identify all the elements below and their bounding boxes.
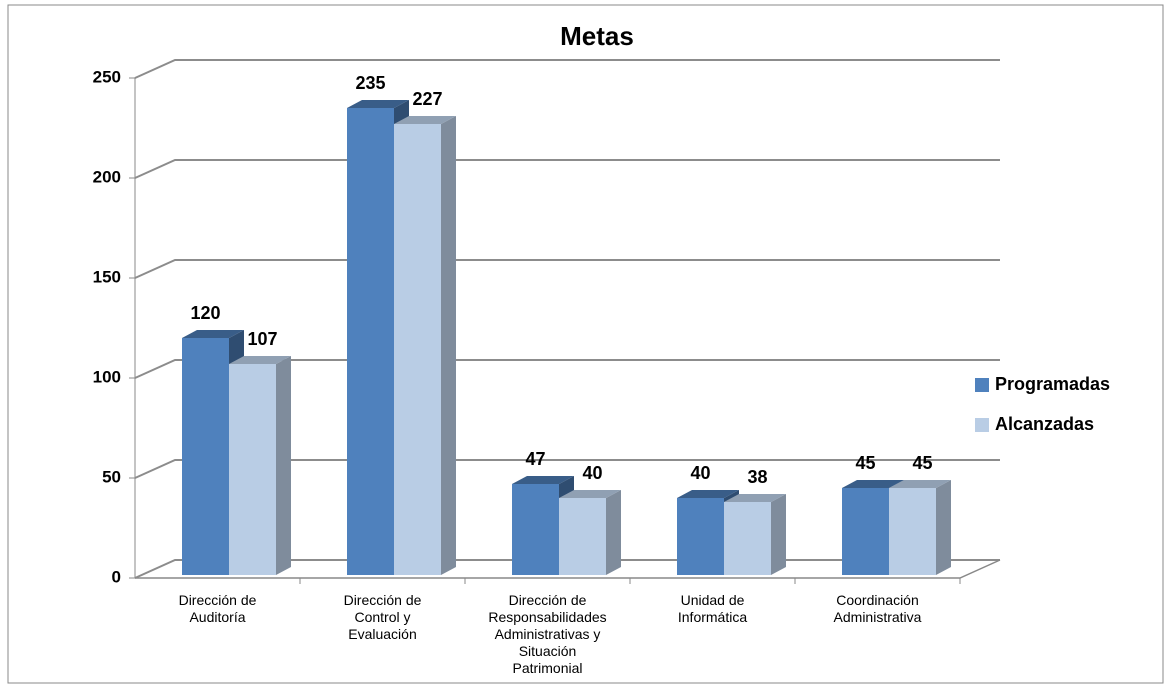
bar-face [512, 484, 559, 575]
x-tick-label-box: Coordinación Administrativa [833, 592, 922, 625]
legend-swatch [975, 418, 989, 432]
bar [229, 356, 291, 575]
bar-face [347, 100, 409, 108]
bar [394, 116, 456, 575]
bar-face [889, 480, 951, 488]
y-tick-label: 0 [112, 567, 121, 586]
data-label: 40 [690, 463, 710, 483]
data-label: 107 [247, 329, 277, 349]
bar-face [559, 498, 606, 575]
y-tick-label: 100 [93, 367, 121, 386]
bar [559, 490, 621, 575]
data-label: 120 [190, 303, 220, 323]
bar-face [677, 498, 724, 575]
grid-line [134, 59, 1000, 79]
y-tick-label: 250 [93, 67, 121, 86]
bar-face [229, 364, 276, 575]
bar [724, 494, 786, 575]
bar-face [182, 338, 229, 575]
bar-face [229, 356, 291, 364]
chart-border [7, 4, 1164, 684]
x-tick-label: Dirección de Responsabilidades Administr… [488, 592, 607, 676]
legend-label: Alcanzadas [995, 414, 1094, 434]
bar-face [677, 490, 739, 498]
grid-line [134, 159, 1000, 179]
data-label: 235 [355, 73, 385, 93]
legend-label: Programadas [995, 374, 1110, 394]
x-tick-label-box: Dirección de Responsabilidades Administr… [488, 592, 607, 676]
bar-face [512, 476, 574, 484]
x-tick-label: Dirección de Control y Evaluación [343, 592, 422, 642]
bar-face [936, 480, 951, 575]
grid-line [134, 459, 1000, 479]
y-tick-label: 200 [93, 167, 121, 186]
x-tick-label-box: Unidad de Informática [677, 592, 748, 625]
bar-face [889, 488, 936, 575]
grid-line [134, 259, 1000, 279]
bar-face [842, 488, 889, 575]
data-label: 47 [525, 449, 545, 469]
bar-face [394, 116, 456, 124]
bar-face [771, 494, 786, 575]
data-label: 45 [855, 453, 875, 473]
data-label: 40 [582, 463, 602, 483]
x-tick-label: Dirección de Auditoría [178, 592, 257, 625]
bar-face [394, 124, 441, 575]
bar-face [182, 330, 244, 338]
legend-swatch [975, 378, 989, 392]
y-tick-label: 150 [93, 267, 121, 286]
bar-face [842, 480, 904, 488]
data-label: 45 [912, 453, 932, 473]
chart-title: Metas [560, 21, 634, 51]
bar-face [276, 356, 291, 575]
x-tick-label: Coordinación Administrativa [833, 592, 922, 625]
x-tick-label: Unidad de Informática [677, 592, 748, 625]
bar-face [441, 116, 456, 575]
bar-face [559, 490, 621, 498]
bar [889, 480, 951, 575]
grid-line [134, 359, 1000, 379]
y-tick-label: 50 [102, 467, 121, 486]
data-label: 38 [747, 467, 767, 487]
x-tick-label-box: Dirección de Control y Evaluación [343, 592, 422, 642]
x-tick-label-box: Dirección de Auditoría [178, 592, 257, 625]
bar-face [347, 108, 394, 575]
data-label: 227 [412, 89, 442, 109]
bar-face [724, 502, 771, 575]
bar-face [606, 490, 621, 575]
bar-face [724, 494, 786, 502]
